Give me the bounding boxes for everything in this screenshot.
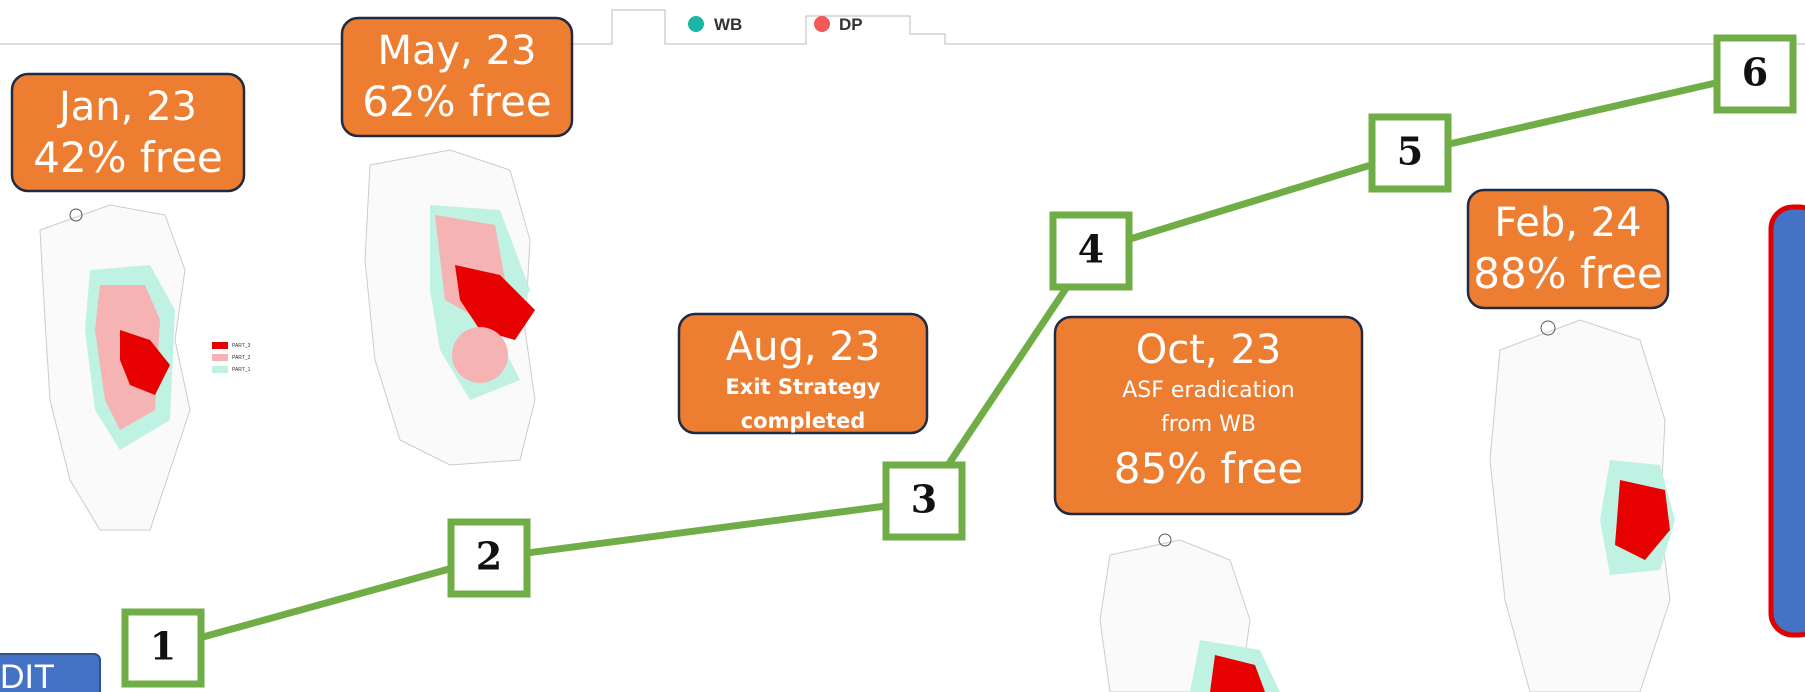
date-box bbox=[1053, 315, 1364, 516]
corner-label: DIT bbox=[0, 658, 55, 692]
box-line: 85% free bbox=[1114, 444, 1304, 493]
box-line: 42% free bbox=[33, 133, 223, 182]
step-box bbox=[1049, 211, 1133, 291]
step-number: 3 bbox=[911, 477, 937, 522]
legend-label: WB bbox=[714, 15, 742, 34]
box-title: Aug, 23 bbox=[726, 324, 880, 370]
map-feb bbox=[1489, 319, 1675, 692]
date-box bbox=[340, 16, 574, 138]
legend-dot bbox=[814, 16, 830, 32]
map-may bbox=[364, 149, 536, 466]
corner-button bbox=[0, 653, 101, 692]
step-number: 1 bbox=[150, 624, 176, 669]
map-jan bbox=[39, 204, 228, 531]
box-title: Feb, 24 bbox=[1494, 200, 1641, 246]
date-box bbox=[10, 72, 246, 193]
step-box bbox=[121, 608, 205, 688]
step-number: 4 bbox=[1078, 227, 1104, 272]
box-title: Jan, 23 bbox=[56, 84, 197, 130]
legend-label: DP bbox=[839, 15, 863, 34]
box-line: from WB bbox=[1161, 412, 1256, 437]
step-box bbox=[447, 518, 531, 598]
date-box bbox=[1466, 188, 1670, 310]
step-number: 5 bbox=[1397, 129, 1423, 174]
map-legend-label: PART_3 bbox=[232, 343, 251, 349]
map-legend-label: PART_1 bbox=[232, 367, 251, 373]
side-panel bbox=[1768, 204, 1805, 638]
timeline bbox=[162, 70, 1756, 652]
date-box bbox=[677, 312, 929, 435]
step-box bbox=[882, 461, 966, 541]
map-oct bbox=[1099, 533, 1280, 692]
box-line: completed bbox=[741, 409, 866, 433]
step-box bbox=[1713, 34, 1797, 114]
step-number: 6 bbox=[1742, 50, 1768, 95]
step-number: 2 bbox=[476, 534, 502, 579]
legend-dot bbox=[688, 16, 704, 32]
box-line: 62% free bbox=[362, 77, 552, 126]
box-line: Exit Strategy bbox=[725, 375, 880, 399]
box-line: 88% free bbox=[1473, 249, 1663, 298]
box-title: May, 23 bbox=[377, 28, 536, 74]
box-title: Oct, 23 bbox=[1136, 327, 1282, 373]
box-line: ASF eradication bbox=[1122, 378, 1295, 403]
top-strip bbox=[0, 9, 1805, 45]
map-legend-label: PART_2 bbox=[232, 355, 251, 361]
step-box bbox=[1368, 113, 1452, 193]
